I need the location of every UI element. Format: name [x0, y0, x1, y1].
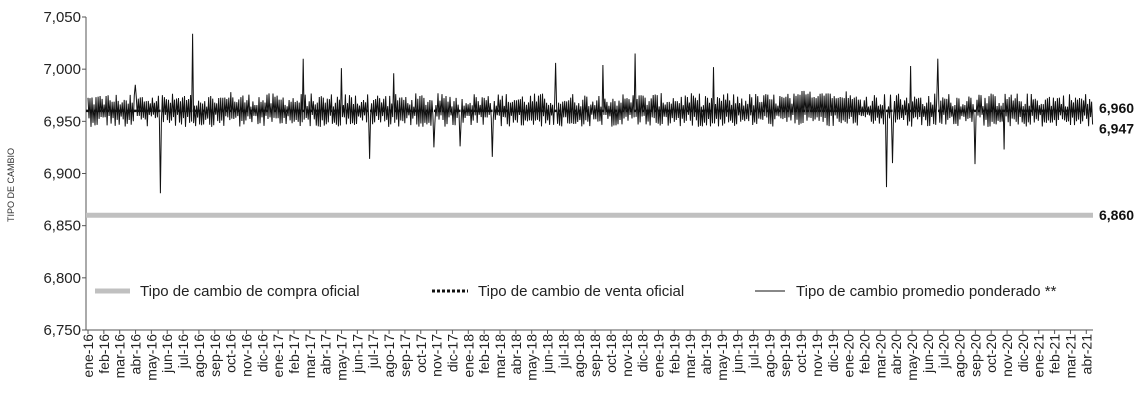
x-tick-label: sep-16 — [207, 334, 223, 377]
x-tick-label: abr-18 — [508, 334, 524, 375]
x-tick-label: oct-17 — [413, 334, 429, 373]
x-tick-label: may-17 — [334, 334, 350, 381]
x-tick-label: ene-19 — [650, 334, 666, 378]
x-tick-label: dic-18 — [635, 334, 651, 372]
legend-label-compra: Tipo de cambio de compra oficial — [140, 283, 360, 300]
x-tick-label: jun-17 — [349, 334, 365, 374]
y-tick-label: 6,850 — [43, 218, 81, 235]
x-tick-label: sep-19 — [777, 334, 793, 377]
x-tick-label: feb-21 — [1047, 334, 1063, 374]
legend-label-promedio: Tipo de cambio promedio ponderado ** — [796, 283, 1057, 300]
series-layer — [86, 33, 1094, 218]
x-tick-label: mar-16 — [112, 334, 128, 379]
end-label-compra: 6,860 — [1099, 207, 1134, 223]
x-tick-label: feb-18 — [476, 334, 492, 374]
x-tick-label: nov-17 — [429, 334, 445, 377]
x-tick-label: jun-16 — [159, 334, 175, 374]
x-tick-label: mar-18 — [492, 334, 508, 379]
x-tick-label: mar-21 — [1062, 334, 1078, 379]
x-tick-label: nov-20 — [999, 334, 1015, 377]
x-tick-label: may-19 — [714, 334, 730, 381]
x-tick-label: abr-17 — [318, 334, 334, 375]
x-tick-label: mar-17 — [302, 334, 318, 379]
x-tick-label: ago-18 — [571, 334, 587, 378]
x-tick-label: mar-19 — [682, 334, 698, 379]
y-tick-label: 6,950 — [43, 113, 81, 130]
y-tick-label: 6,900 — [43, 166, 81, 183]
x-tick-label: dic-17 — [444, 334, 460, 372]
series-promedio-ponderado — [87, 33, 1094, 194]
x-tick-label: ene-16 — [80, 334, 96, 378]
x-tick-label: abr-16 — [128, 334, 144, 375]
x-tick-label: feb-17 — [286, 334, 302, 374]
x-tick-label: jul-17 — [365, 334, 381, 369]
x-tick-label: oct-16 — [223, 334, 239, 373]
x-tick-label: nov-18 — [619, 334, 635, 377]
x-tick-label: may-16 — [143, 334, 159, 381]
x-tick-label: oct-20 — [983, 334, 999, 373]
x-tick-label: sep-20 — [967, 334, 983, 377]
x-tick-label: nov-16 — [238, 334, 254, 377]
x-tick-label: jul-16 — [175, 334, 191, 369]
x-tick-label: ago-16 — [191, 334, 207, 378]
x-tick-label: may-20 — [904, 334, 920, 381]
x-tick-label: ago-20 — [952, 334, 968, 378]
y-tick-label: 7,050 — [43, 9, 81, 26]
legend: Tipo de cambio de compra oficial Tipo de … — [95, 283, 1057, 300]
x-tick-label: abr-20 — [888, 334, 904, 375]
x-tick-label: nov-19 — [809, 334, 825, 377]
x-tick-label: ene-20 — [841, 334, 857, 378]
x-tick-label: ene-17 — [270, 334, 286, 378]
x-tick-label: sep-18 — [587, 334, 603, 377]
x-tick-label: dic-20 — [1015, 334, 1031, 372]
x-tick-label: abr-19 — [698, 334, 714, 375]
x-tick-label: mar-20 — [872, 334, 888, 379]
x-tick-label: jul-18 — [555, 334, 571, 369]
x-tick-label: feb-16 — [96, 334, 112, 374]
x-tick-label: feb-20 — [856, 334, 872, 374]
y-axis: 6,750 6,800 6,850 6,900 6,950 7,000 7,050 — [43, 9, 87, 339]
legend-label-venta: Tipo de cambio de venta oficial — [478, 283, 684, 300]
x-tick-label: dic-16 — [254, 334, 270, 372]
x-tick-label: ago-19 — [761, 334, 777, 378]
x-tick-label: may-18 — [524, 334, 540, 381]
x-tick-label: jun-18 — [540, 334, 556, 374]
x-tick-label: jun-19 — [730, 334, 746, 374]
x-axis: ene-16 feb-16 mar-16 abr-16 may-16 jun-16 jul-… — [80, 329, 1094, 381]
x-tick-label: feb-19 — [666, 334, 682, 374]
x-tick-label: jul-19 — [746, 334, 762, 369]
y-axis-label: TIPO DE CAMBIO — [6, 148, 16, 222]
x-tick-label: ene-21 — [1031, 334, 1047, 378]
x-tick-label: jul-20 — [936, 334, 952, 369]
x-tick-label: jun-20 — [920, 334, 936, 374]
x-tick-label: abr-21 — [1078, 334, 1094, 375]
y-tick-label: 7,000 — [43, 61, 81, 78]
x-tick-label: ago-17 — [381, 334, 397, 378]
y-tick-label: 6,750 — [43, 322, 81, 339]
end-labels: 6,960 6,947 6,860 — [1099, 100, 1134, 223]
x-tick-label: oct-18 — [603, 334, 619, 373]
y-tick-label: 6,800 — [43, 270, 81, 287]
x-tick-label: ene-18 — [460, 334, 476, 378]
end-label-venta: 6,960 — [1099, 100, 1134, 116]
x-tick-label: sep-17 — [397, 334, 413, 377]
end-label-promedio: 6,947 — [1099, 120, 1134, 136]
x-tick-label: oct-19 — [793, 334, 809, 373]
x-tick-label: dic-19 — [825, 334, 841, 372]
